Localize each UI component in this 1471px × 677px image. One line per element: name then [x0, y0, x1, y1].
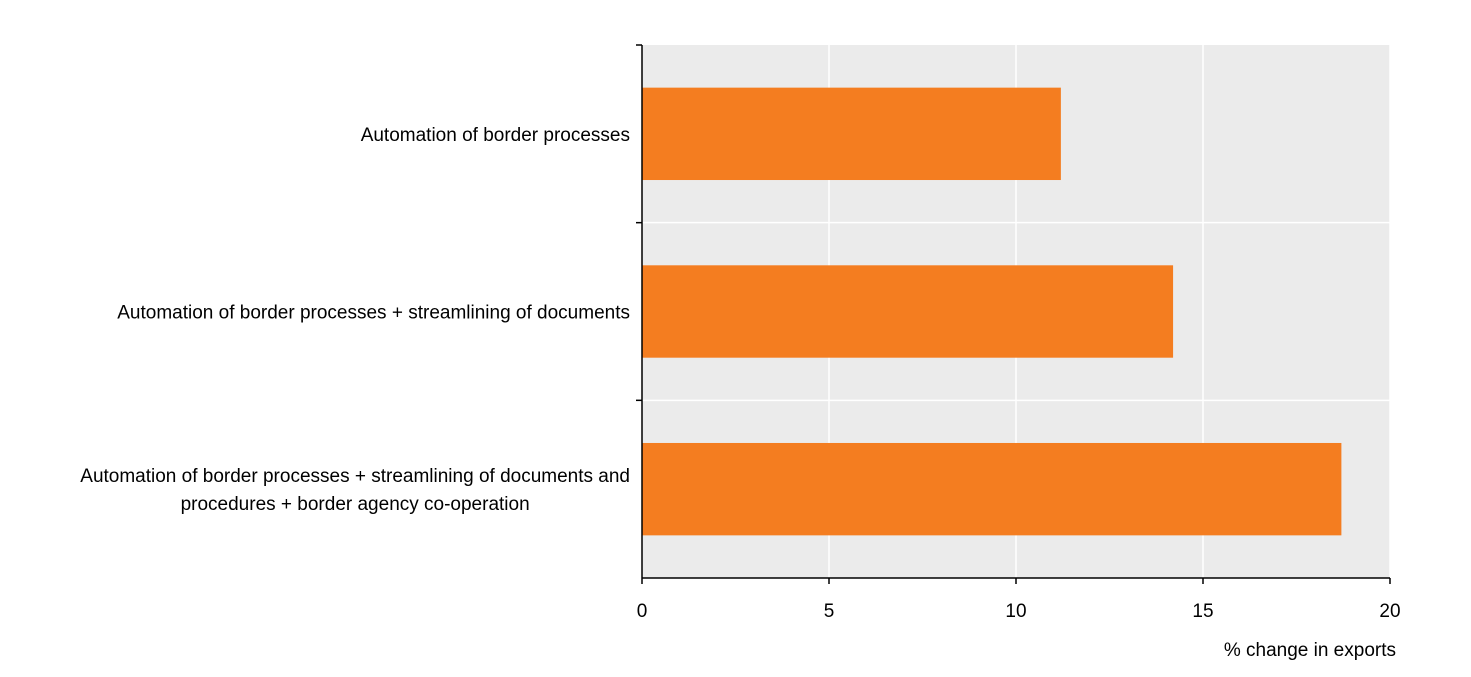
x-ticks: 0 5 10 15 20 — [637, 578, 1401, 622]
bars — [642, 87, 1342, 536]
category-label-0-line-0: Automation of border processes — [361, 125, 630, 146]
bar-1 — [642, 265, 1174, 358]
y-ticks — [636, 44, 642, 402]
category-labels: Automation of border processes Automation… — [80, 125, 630, 515]
category-label-2-line-0: Automation of border processes + streaml… — [80, 466, 630, 487]
x-tick-label-2: 10 — [1005, 601, 1026, 622]
x-tick-label-1: 5 — [824, 601, 835, 622]
x-tick-label-0: 0 — [637, 601, 648, 622]
x-tick-label-3: 15 — [1192, 601, 1213, 622]
x-tick-label-4: 20 — [1379, 601, 1400, 622]
x-axis-title: % change in exports — [1224, 640, 1396, 661]
category-label-2-line-1: procedures + border agency co-operation — [181, 494, 530, 515]
bar-0 — [642, 87, 1061, 181]
category-label-0: Automation of border processes — [361, 125, 630, 146]
category-label-2: Automation of border processes + streaml… — [80, 466, 630, 515]
category-label-1: Automation of border processes + streaml… — [117, 303, 630, 324]
category-label-1-line-0: Automation of border processes + streaml… — [117, 303, 630, 324]
bar-2 — [642, 442, 1342, 536]
